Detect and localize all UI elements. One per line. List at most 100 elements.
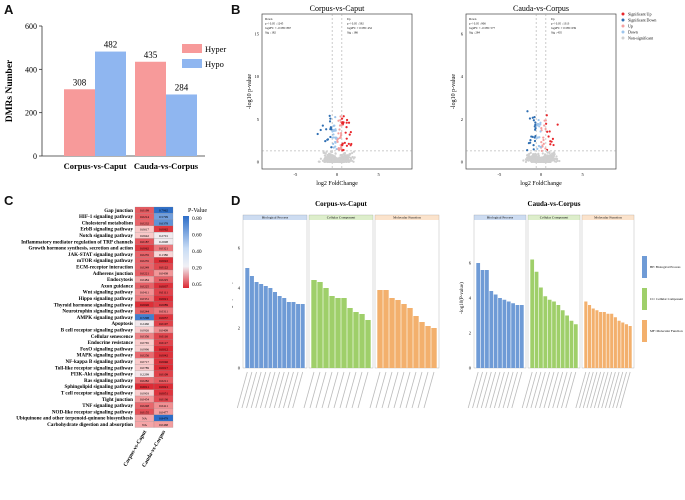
heatmap-cell-value: 0.0211 (159, 379, 168, 383)
volcano-point (534, 127, 537, 130)
volcano-point (345, 118, 349, 122)
volcano-point (544, 147, 547, 150)
y-tick-label: 4 (469, 296, 472, 301)
volcano-point (553, 151, 556, 154)
volcano-point (340, 131, 343, 135)
go-bar (489, 291, 494, 368)
volcano-point (332, 136, 335, 139)
volcano-point (536, 136, 540, 139)
heatmap-cell-value: 0.0235 (140, 259, 149, 263)
volcano-point (543, 156, 546, 160)
go-term-label-placeholder (269, 371, 281, 409)
y-axis-title: -log10(P-value) (232, 282, 234, 314)
go-term-label-placeholder (579, 371, 590, 409)
legend-label: Significant Up (628, 12, 651, 17)
volcano-point (336, 140, 339, 144)
go-facet-strip (528, 215, 580, 220)
volcano-point (342, 159, 345, 162)
go-bar (389, 298, 395, 368)
go-term-label-placeholder (565, 371, 577, 409)
heatmap-cell-value: 0.0717 (140, 360, 149, 364)
heatmap-cell-value: 0.2299 (140, 373, 149, 377)
volcano-point (344, 157, 347, 160)
volcano-point (322, 150, 325, 153)
legend-label: Hyper (205, 44, 226, 54)
go-term-label-placeholder (597, 371, 609, 409)
go-term-label-placeholder (489, 371, 501, 409)
legend-dot (621, 30, 625, 34)
go-bar (291, 302, 296, 368)
go-term-label-placeholder (411, 371, 423, 409)
go-bar (377, 290, 383, 368)
heatmap-row-label: NOD-like receptor signaling pathway (52, 409, 134, 415)
heatmap-cell-value: 0.0011 (140, 385, 149, 389)
heatmap-cell-value: 0.0021 (159, 385, 168, 389)
volcano-point (544, 119, 547, 122)
go-term-label-placeholder (498, 371, 510, 409)
heatmap-row-label: Endocrine resistance (88, 340, 134, 346)
legend-dot (621, 24, 625, 28)
heatmap-cell-value: 0.0062 (140, 247, 149, 251)
go-term-label-placeholder (493, 371, 505, 409)
volcano-point (552, 143, 555, 147)
go-term-label-placeholder (601, 371, 613, 409)
heatmap-row-label: PI3K-Akt signaling pathway (71, 372, 134, 378)
legend-swatch (642, 256, 647, 278)
volcano-point (558, 159, 561, 163)
y-tick-label: 0 (461, 160, 464, 165)
y-tick-label: 600 (25, 22, 37, 31)
go-bar (569, 320, 574, 368)
colorbar-tick-label: 0.60 (192, 233, 202, 239)
go-facet-frame (374, 214, 440, 369)
heatmap-row-label: JAK-STAT signaling pathway (68, 252, 134, 258)
go-bar (254, 282, 259, 368)
heatmap-row-label: Adherens junction (93, 271, 133, 277)
go-term-label-placeholder (309, 371, 321, 409)
volcano-point (542, 142, 545, 145)
down-stat: Sig : 182 (265, 31, 276, 35)
y-tick-label: 15 (255, 32, 260, 37)
y-tick-label: 2 (461, 117, 463, 122)
volcano-point (342, 115, 345, 118)
volcano-point (341, 154, 344, 157)
volcano-point (338, 128, 341, 131)
volcano-point (343, 141, 346, 144)
heatmap-cell-value: 0.0111 (159, 291, 168, 295)
colorbar (183, 216, 189, 288)
volcano-point (345, 126, 348, 129)
go-bar (591, 308, 595, 368)
go-term-label-placeholder (485, 371, 497, 409)
volcano-point (350, 157, 353, 161)
x-tick-label: 0 (540, 172, 543, 177)
go-bar (277, 296, 282, 368)
volcano-point (531, 135, 534, 138)
go-bar (259, 284, 264, 368)
heatmap-cell-value: 0.0057 (159, 316, 168, 320)
x-category-label: Corpus-vs-Caput (64, 161, 127, 171)
go-bar (617, 320, 621, 368)
heatmap-cell-value: 0.0037 (159, 284, 168, 288)
legend-label: BP: Biological Process (650, 265, 681, 269)
go-facet-strip (582, 215, 634, 220)
volcano-point (534, 121, 537, 124)
heatmap-cell-value: 0.0225 (159, 278, 168, 282)
go-term-label-placeholder (241, 371, 253, 409)
panel-a-chart: 0 200 400 600 DMRs Number 308 482 Corpus-vs-Cap… (0, 14, 228, 192)
go-term-label-placeholder (543, 371, 555, 409)
go-bar (621, 322, 625, 368)
heatmap-cell-value: 0.0789 (140, 366, 149, 370)
go-bar (587, 305, 592, 368)
volcano-point (531, 116, 534, 119)
volcano-point (332, 142, 335, 145)
go-bar (493, 294, 498, 368)
x-category-label: Cauda-vs-Corpus (134, 161, 199, 171)
go-bar (365, 320, 371, 368)
heatmap-cell-value: 0.0642 (140, 234, 149, 238)
volcano-point (345, 137, 348, 140)
go-facet-strip (375, 215, 439, 220)
heatmap-row-label: ErbB signaling pathway (80, 227, 133, 233)
go-term-label-placeholder (612, 371, 624, 409)
volcano-point (325, 159, 328, 163)
go-bar (613, 317, 617, 368)
x-tick-label: 5 (582, 172, 585, 177)
